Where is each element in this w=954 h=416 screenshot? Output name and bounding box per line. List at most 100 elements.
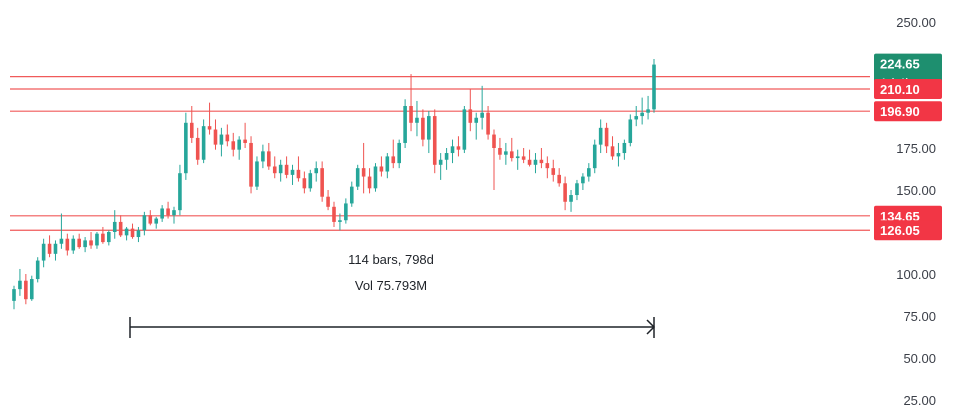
level-price-tag: 196.90 (874, 101, 942, 122)
candle (148, 210, 153, 226)
candle (255, 156, 259, 190)
candle (391, 139, 396, 169)
candle (344, 198, 348, 224)
candle (326, 190, 330, 211)
level-price-label: 126.05 (880, 223, 920, 238)
price-axis[interactable]: 250.00 175.00 150.00 100.00 75.00 50.00 25.00 (896, 15, 936, 408)
candle (124, 226, 129, 241)
candle (296, 156, 301, 182)
candle (272, 156, 277, 179)
candle (53, 240, 58, 261)
level-price-tag: 126.05 (874, 220, 942, 241)
candle (231, 132, 236, 157)
candle (59, 213, 64, 249)
candle (47, 235, 52, 258)
level-price-label: 210.10 (880, 82, 920, 97)
level-price-tag: 210.10 (874, 79, 942, 100)
candle (35, 257, 40, 283)
candle (95, 232, 99, 249)
candle (41, 238, 46, 268)
candle (243, 122, 247, 148)
candle (225, 124, 230, 147)
candle (338, 213, 342, 231)
candle (628, 114, 633, 147)
candle (421, 109, 425, 147)
candle (83, 237, 87, 253)
candle (456, 136, 461, 157)
candle (213, 119, 218, 150)
candle (533, 153, 538, 174)
candle (379, 156, 384, 177)
candle (450, 139, 455, 164)
candle (361, 142, 366, 194)
candle (616, 142, 621, 167)
candle (290, 164, 295, 185)
candle (403, 99, 407, 148)
candle (515, 149, 520, 170)
candle (474, 112, 479, 140)
candle (604, 122, 609, 154)
candle (480, 85, 484, 130)
candle (112, 210, 117, 239)
candle (397, 139, 401, 169)
candle (521, 148, 526, 164)
candle (598, 119, 603, 154)
candle (160, 205, 164, 222)
candle (308, 169, 313, 192)
candle (373, 163, 378, 192)
candle (166, 201, 170, 219)
candle (12, 285, 16, 310)
candle (237, 136, 241, 160)
candle (29, 275, 34, 301)
candle (154, 216, 159, 229)
measure-bars-label: 114 bars, 798d (348, 252, 434, 267)
level-price-label: 196.90 (880, 104, 920, 119)
candle (432, 109, 437, 174)
candle (89, 232, 93, 249)
candle (278, 159, 283, 182)
y-tick-label: 75.00 (903, 309, 936, 324)
candle (349, 181, 354, 207)
candle (557, 168, 561, 187)
candle (71, 235, 76, 254)
candle (65, 233, 70, 256)
candle (646, 95, 650, 120)
candle (219, 127, 224, 157)
candle (136, 226, 141, 243)
candle (130, 223, 135, 239)
candle (592, 139, 597, 174)
measure-volume-label: Vol 75.793M (355, 278, 427, 293)
candle (385, 153, 390, 179)
measurement-tool[interactable]: 114 bars, 798d Vol 75.793M (129, 252, 656, 338)
candle (492, 129, 496, 190)
candle (107, 230, 111, 246)
y-tick-label: 100.00 (896, 267, 936, 282)
candle (438, 153, 443, 180)
candle (652, 58, 656, 113)
candle (509, 137, 514, 162)
y-tick-label: 175.00 (896, 141, 936, 156)
candle (207, 102, 212, 135)
candle (355, 164, 360, 190)
candle (201, 119, 206, 164)
candle (18, 268, 22, 296)
candle (284, 156, 289, 179)
candle (539, 148, 544, 169)
candle (569, 190, 573, 212)
candle (563, 176, 567, 211)
y-tick-label: 150.00 (896, 183, 936, 198)
last-price-value: 224.65 (880, 57, 920, 72)
candle (409, 74, 413, 132)
candle (172, 206, 176, 224)
candle (249, 136, 253, 194)
candle (551, 159, 556, 182)
candle (427, 111, 431, 154)
candle (118, 215, 123, 238)
candle (189, 106, 194, 143)
candle (581, 173, 585, 190)
candle (314, 161, 319, 182)
candle (498, 137, 502, 160)
candle (462, 106, 467, 154)
